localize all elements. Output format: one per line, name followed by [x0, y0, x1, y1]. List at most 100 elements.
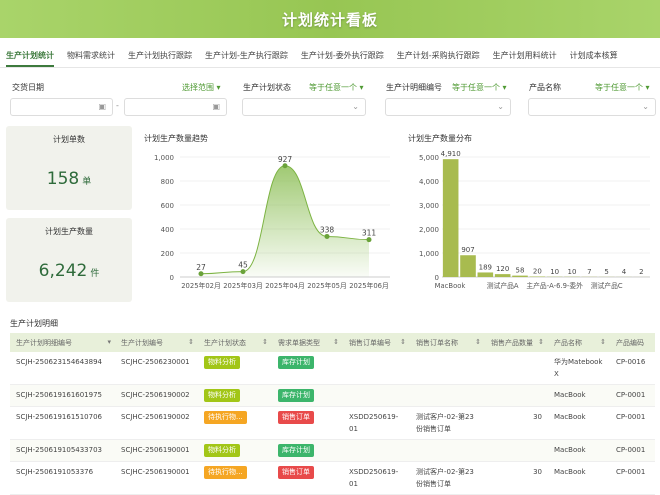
calendar-icon: ▣	[98, 102, 106, 111]
y-tick-label: 2,000	[419, 226, 439, 234]
column-header-label: 需求单据类型	[278, 339, 320, 347]
x-tick-label: 2025年06月	[349, 281, 389, 290]
sort-desc-icon[interactable]: ▾	[107, 338, 111, 346]
tab-plan-execution[interactable]: 生产计划执行跟踪	[128, 44, 192, 67]
plan-text: SCJHC-2506190002	[121, 413, 190, 421]
cell-product: MacBook	[548, 440, 610, 462]
cell-plan: SCJHC-2506190001	[115, 440, 198, 462]
detail-text: SCJH-250619161601975	[16, 391, 102, 399]
data-label: 20	[533, 268, 542, 276]
x-tick-label: 测试产品A	[487, 281, 519, 290]
sort-icon[interactable]: ⇕	[333, 338, 339, 346]
cell-so_name	[410, 352, 485, 385]
sort-icon[interactable]: ⇕	[538, 338, 544, 346]
tab-outsource-execution[interactable]: 生产计划-委外执行跟踪	[301, 44, 384, 67]
cell-status: 物料分析	[198, 440, 272, 462]
column-header[interactable]: 生产计划明细编号 ▾	[10, 333, 115, 352]
column-header[interactable]: 生产计划编号⇕	[115, 333, 198, 352]
sort-icon[interactable]: ⇕	[262, 338, 268, 346]
kpi-value: 158	[47, 169, 79, 189]
plan-text: SCJHC-2506190001	[121, 468, 190, 476]
column-header-label: 产品编码	[616, 339, 644, 347]
date-start-input[interactable]: ▣	[10, 98, 113, 116]
date-filter-label: 交货日期	[12, 82, 44, 93]
bar	[443, 159, 459, 277]
tab-purchase-execution[interactable]: 生产计划-采购执行跟踪	[397, 44, 480, 67]
column-header[interactable]: 销售产品数量⇕	[485, 333, 548, 352]
x-tick-label: 主产品-A-6.9-委外	[526, 281, 583, 290]
detail-section-title: 生产计划明细	[10, 318, 58, 329]
cell-detail: SCJH-2506191053376	[10, 462, 115, 495]
cell-status: 物料分析	[198, 352, 272, 385]
y-tick-label: 1,000	[154, 154, 174, 162]
column-header-label: 生产计划状态	[204, 339, 246, 347]
qty-text: 30	[533, 413, 542, 421]
so-text: XSDD250619-01	[349, 468, 398, 488]
y-tick-label: 200	[161, 250, 174, 258]
code-text: CP-0001	[616, 413, 645, 421]
cell-qty: 30	[485, 407, 548, 440]
cell-status: 物料分析	[198, 385, 272, 407]
status-select[interactable]: ⌄	[242, 98, 366, 116]
tab-production-execution[interactable]: 生产计划-生产执行跟踪	[205, 44, 288, 67]
status-filter-label: 生产计划状态	[243, 82, 291, 93]
detail-no-filter-operator[interactable]: 等于任意一个 ▾	[452, 82, 507, 93]
table-row[interactable]: SCJH-250619161601975 SCJHC-2506190002 物料分析…	[10, 385, 655, 407]
cell-code: CP-0001	[610, 407, 655, 440]
code-text: CP-0001	[616, 391, 645, 399]
product-filter-operator[interactable]: 等于任意一个 ▾	[595, 82, 650, 93]
data-label: 45	[238, 261, 248, 270]
data-label: 5	[604, 268, 608, 276]
kpi-unit: 件	[90, 269, 99, 279]
kpi-unit: 单	[82, 177, 91, 187]
data-point	[367, 237, 372, 242]
x-tick-label: MacBook	[435, 282, 466, 290]
sort-icon[interactable]: ⇕	[400, 338, 406, 346]
status-badge: 物料分析	[204, 389, 240, 402]
cell-type: 库存计划	[272, 385, 343, 407]
column-header[interactable]: 产品编码	[610, 333, 655, 352]
sort-icon[interactable]: ⇕	[600, 338, 606, 346]
cell-so_name: 测试客户-02-第23份销售订单	[410, 407, 485, 440]
plan-text: SCJHC-2506190002	[121, 391, 190, 399]
cell-so	[343, 352, 410, 385]
cell-code: CP-0001	[610, 462, 655, 495]
detail-no-select[interactable]: ⌄	[385, 98, 511, 116]
column-header[interactable]: 产品名称 ⇕	[548, 333, 610, 352]
y-tick-label: 4,000	[419, 178, 439, 186]
chevron-down-icon: ⌄	[642, 102, 649, 111]
date-filter-operator[interactable]: 选择范围 ▾	[182, 82, 221, 93]
column-header[interactable]: 需求单据类型 ⇕	[272, 333, 343, 352]
calendar-icon: ▣	[212, 102, 220, 111]
tab-material-demand[interactable]: 物料需求统计	[67, 44, 115, 67]
type-badge: 库存计划	[278, 356, 314, 369]
cell-plan: SCJHC-2506190001	[115, 462, 198, 495]
column-header[interactable]: 销售订单名称⇕	[410, 333, 485, 352]
product-select[interactable]: ⌄	[528, 98, 656, 116]
data-label: 907	[461, 246, 474, 254]
cell-plan: SCJHC-2506190002	[115, 407, 198, 440]
data-label: 311	[362, 229, 377, 238]
column-header[interactable]: 生产计划状态 ⇕	[198, 333, 272, 352]
plan-text: SCJHC-2506230001	[121, 358, 190, 366]
tab-material-usage[interactable]: 生产计划用料统计	[493, 44, 557, 67]
bar	[495, 274, 511, 277]
date-end-input[interactable]: ▣	[124, 98, 227, 116]
data-label: 7	[587, 268, 591, 276]
column-header-label: 生产计划明细编号	[16, 339, 72, 347]
cell-so: XSDD250619-01	[343, 462, 410, 495]
column-header-label: 产品名称	[554, 339, 582, 347]
sort-icon[interactable]: ⇕	[188, 338, 194, 346]
column-header[interactable]: 销售订单编号⇕	[343, 333, 410, 352]
sort-icon[interactable]: ⇕	[475, 338, 481, 346]
tab-production-plan-stats[interactable]: 生产计划统计	[6, 44, 54, 67]
data-point	[241, 269, 246, 274]
status-filter-operator[interactable]: 等于任意一个 ▾	[309, 82, 364, 93]
cell-type: 销售订单	[272, 407, 343, 440]
tab-cost-accounting[interactable]: 计划成本核算	[570, 44, 618, 67]
